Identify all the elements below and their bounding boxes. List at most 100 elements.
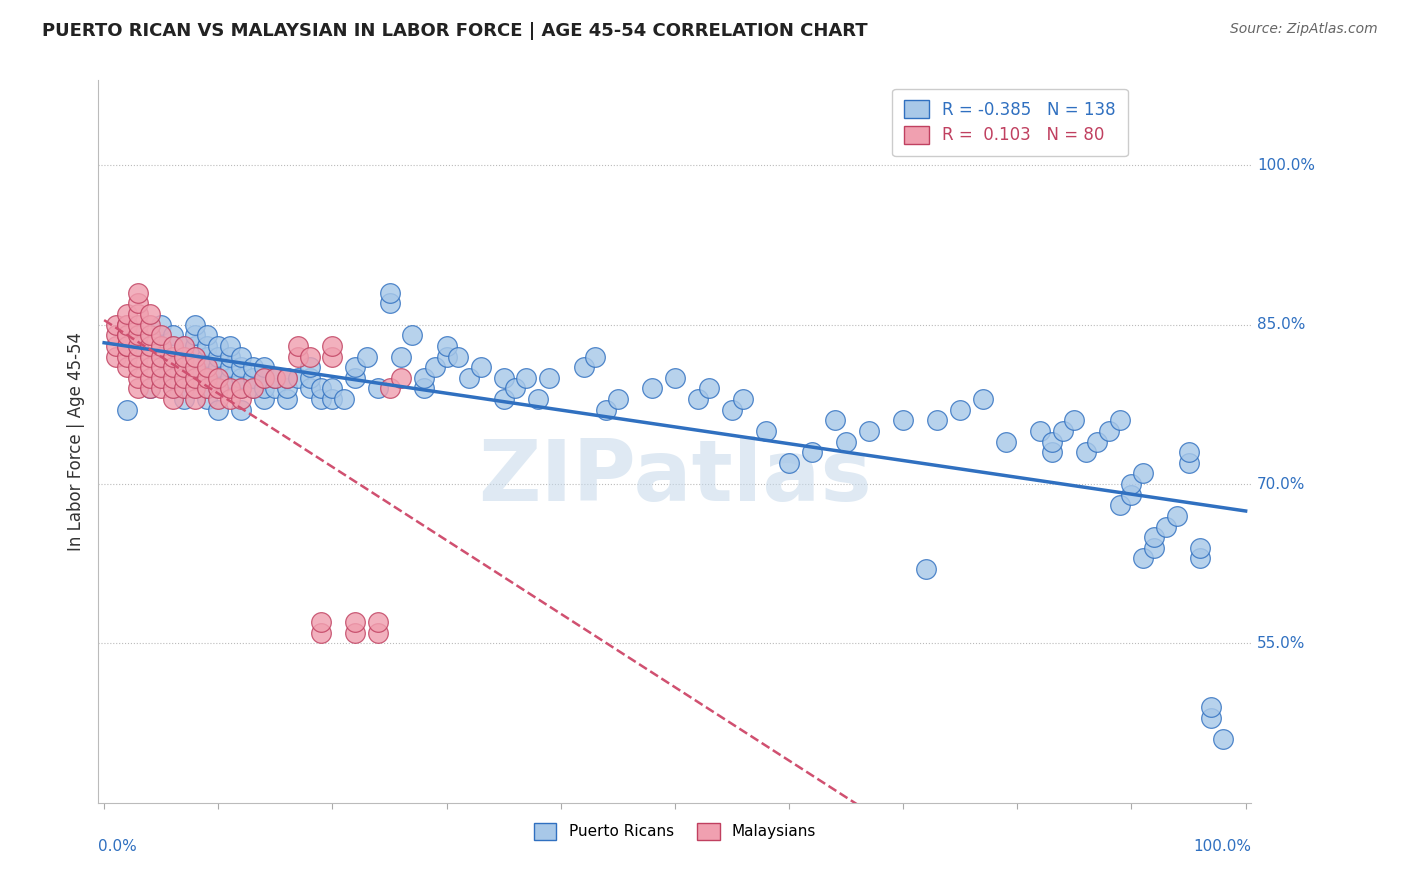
- Text: Source: ZipAtlas.com: Source: ZipAtlas.com: [1230, 22, 1378, 37]
- Point: [309, 392, 332, 406]
- Point: [1085, 434, 1108, 449]
- Point: [207, 360, 229, 375]
- Point: [218, 350, 240, 364]
- Point: [150, 350, 173, 364]
- Point: [195, 339, 218, 353]
- Point: [104, 339, 127, 353]
- Point: [333, 392, 356, 406]
- Point: [1201, 711, 1223, 725]
- Point: [253, 381, 276, 395]
- Point: [309, 615, 332, 630]
- Point: [253, 392, 276, 406]
- Point: [972, 392, 994, 406]
- Point: [104, 350, 127, 364]
- Point: [641, 381, 664, 395]
- Point: [344, 360, 367, 375]
- Point: [276, 381, 298, 395]
- Point: [150, 371, 173, 385]
- Point: [733, 392, 755, 406]
- Point: [298, 381, 321, 395]
- Point: [150, 339, 173, 353]
- Point: [367, 615, 389, 630]
- Point: [184, 318, 207, 332]
- Point: [242, 381, 264, 395]
- Point: [401, 328, 423, 343]
- Text: 55.0%: 55.0%: [1257, 636, 1306, 651]
- Point: [492, 371, 515, 385]
- Point: [162, 392, 184, 406]
- Point: [139, 318, 162, 332]
- Point: [229, 371, 252, 385]
- Point: [606, 392, 628, 406]
- Point: [162, 328, 184, 343]
- Point: [1143, 530, 1166, 544]
- Point: [538, 371, 561, 385]
- Point: [321, 339, 343, 353]
- Point: [184, 381, 207, 395]
- Point: [184, 371, 207, 385]
- Point: [139, 350, 162, 364]
- Legend: Puerto Ricans, Malaysians: Puerto Ricans, Malaysians: [527, 817, 823, 846]
- Point: [173, 350, 195, 364]
- Point: [264, 371, 287, 385]
- Point: [173, 360, 195, 375]
- Point: [115, 328, 138, 343]
- Point: [207, 350, 229, 364]
- Point: [378, 381, 401, 395]
- Point: [1029, 424, 1052, 438]
- Point: [184, 339, 207, 353]
- Point: [425, 360, 447, 375]
- Point: [195, 350, 218, 364]
- Point: [127, 350, 149, 364]
- Point: [1166, 508, 1188, 523]
- Point: [139, 328, 162, 343]
- Point: [253, 371, 276, 385]
- Point: [242, 381, 264, 395]
- Point: [298, 360, 321, 375]
- Point: [115, 402, 138, 417]
- Point: [115, 339, 138, 353]
- Point: [1188, 541, 1211, 555]
- Point: [150, 328, 173, 343]
- Point: [207, 371, 229, 385]
- Point: [287, 339, 309, 353]
- Point: [242, 371, 264, 385]
- Point: [127, 285, 149, 300]
- Point: [184, 350, 207, 364]
- Point: [1040, 445, 1063, 459]
- Point: [127, 296, 149, 310]
- Point: [195, 360, 218, 375]
- Point: [150, 371, 173, 385]
- Point: [1063, 413, 1085, 427]
- Point: [721, 402, 744, 417]
- Point: [173, 339, 195, 353]
- Point: [515, 371, 537, 385]
- Text: 85.0%: 85.0%: [1257, 318, 1306, 332]
- Point: [1074, 445, 1097, 459]
- Point: [127, 318, 149, 332]
- Point: [1212, 732, 1234, 747]
- Point: [195, 381, 218, 395]
- Point: [1177, 456, 1199, 470]
- Point: [184, 350, 207, 364]
- Point: [1109, 413, 1132, 427]
- Point: [104, 328, 127, 343]
- Point: [253, 360, 276, 375]
- Point: [104, 318, 127, 332]
- Point: [686, 392, 709, 406]
- Point: [389, 371, 412, 385]
- Point: [139, 381, 162, 395]
- Point: [218, 371, 240, 385]
- Point: [412, 371, 434, 385]
- Point: [1121, 477, 1143, 491]
- Point: [162, 371, 184, 385]
- Point: [173, 381, 195, 395]
- Point: [527, 392, 550, 406]
- Point: [127, 328, 149, 343]
- Point: [229, 381, 252, 395]
- Point: [127, 360, 149, 375]
- Point: [891, 413, 914, 427]
- Point: [127, 371, 149, 385]
- Text: 100.0%: 100.0%: [1194, 838, 1251, 854]
- Point: [949, 402, 972, 417]
